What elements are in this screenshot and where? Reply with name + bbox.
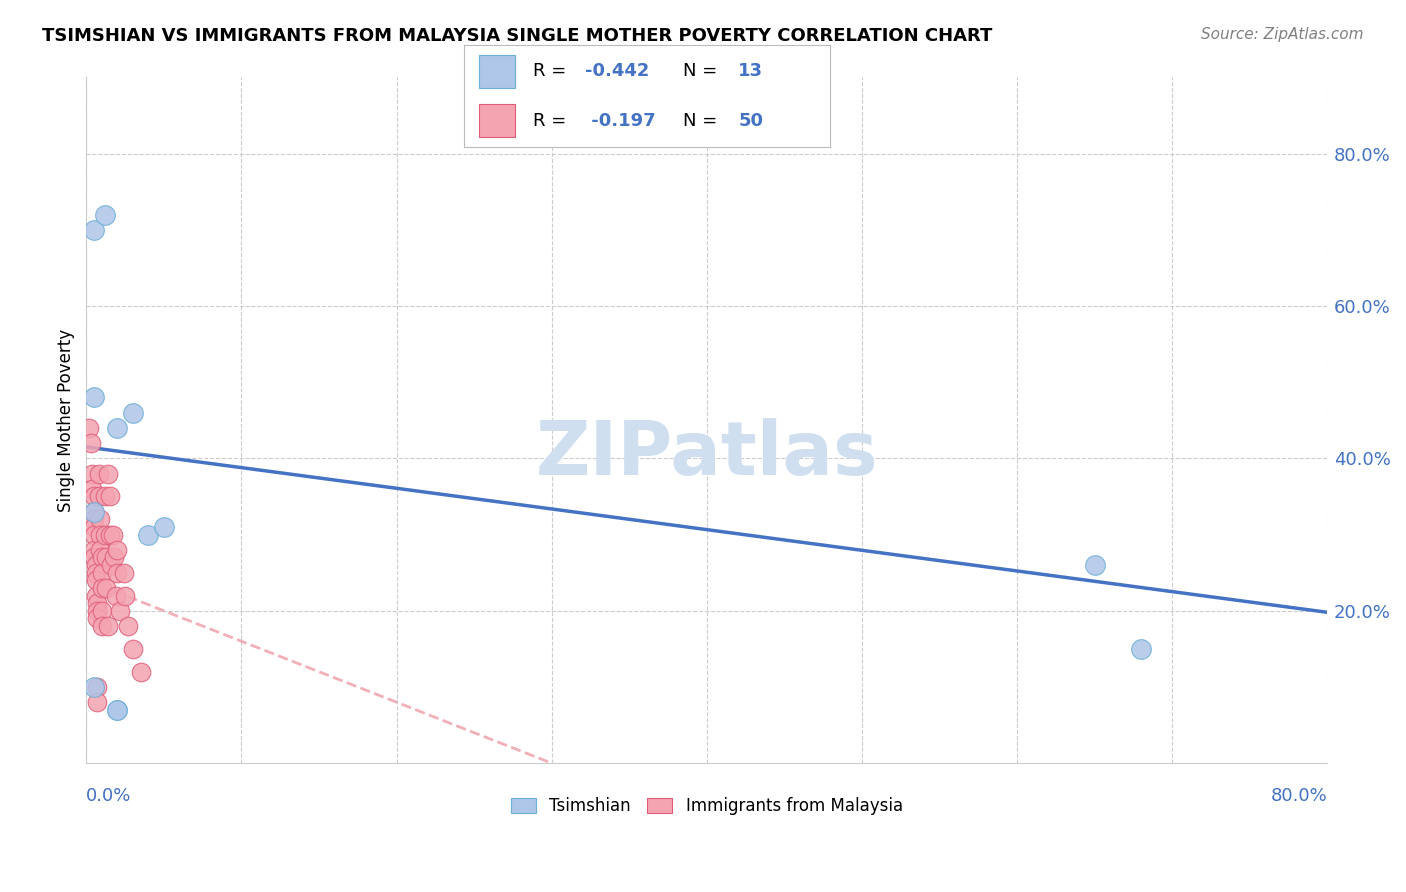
Text: 0.0%: 0.0% <box>86 787 132 805</box>
Point <box>90 604 112 618</box>
Point <box>121 641 143 656</box>
Legend: Tsimshian, Immigrants from Malaysia: Tsimshian, Immigrants from Malaysia <box>502 789 911 823</box>
Text: TSIMSHIAN VS IMMIGRANTS FROM MALAYSIA SINGLE MOTHER POVERTY CORRELATION CHART: TSIMSHIAN VS IMMIGRANTS FROM MALAYSIA SI… <box>42 27 993 45</box>
Point <box>100 558 122 572</box>
Text: R =: R = <box>533 112 572 129</box>
Point <box>89 527 111 541</box>
Point <box>105 703 128 717</box>
Point <box>89 542 111 557</box>
Text: -0.197: -0.197 <box>585 112 655 129</box>
Point <box>138 527 160 541</box>
Point <box>153 520 176 534</box>
Point <box>80 436 103 450</box>
Point <box>83 680 105 694</box>
Point <box>103 550 125 565</box>
Point <box>79 421 101 435</box>
Point <box>84 574 107 588</box>
Point <box>84 558 107 572</box>
Point <box>114 589 136 603</box>
Point <box>90 619 112 633</box>
Text: ZIPatlas: ZIPatlas <box>536 418 879 491</box>
Point <box>97 467 120 481</box>
FancyBboxPatch shape <box>478 55 515 87</box>
Y-axis label: Single Mother Poverty: Single Mother Poverty <box>58 329 75 512</box>
Text: 13: 13 <box>738 62 763 80</box>
Point <box>105 703 128 717</box>
Point <box>98 527 121 541</box>
Point <box>87 490 110 504</box>
Point <box>89 512 111 526</box>
Point <box>83 391 105 405</box>
Point <box>117 619 139 633</box>
Point <box>83 542 105 557</box>
Point <box>94 208 117 222</box>
Text: Source: ZipAtlas.com: Source: ZipAtlas.com <box>1201 27 1364 42</box>
Point <box>90 581 112 595</box>
Text: -0.442: -0.442 <box>585 62 650 80</box>
Point <box>83 520 105 534</box>
Point <box>86 596 108 610</box>
Point <box>96 581 118 595</box>
Point <box>101 527 124 541</box>
Text: 50: 50 <box>738 112 763 129</box>
Point <box>1130 641 1153 656</box>
Point <box>97 619 120 633</box>
Point <box>110 604 132 618</box>
Point <box>83 512 105 526</box>
Text: N =: N = <box>683 62 723 80</box>
Point <box>96 550 118 565</box>
Point <box>121 406 143 420</box>
Point <box>86 611 108 625</box>
Point <box>86 695 108 709</box>
Point <box>90 550 112 565</box>
Point <box>83 505 105 519</box>
Point <box>87 467 110 481</box>
Text: N =: N = <box>683 112 723 129</box>
Point <box>112 566 135 580</box>
Point <box>84 589 107 603</box>
Point <box>82 482 104 496</box>
Point <box>1083 558 1105 572</box>
Point <box>83 490 105 504</box>
Point <box>86 604 108 618</box>
Point <box>90 566 112 580</box>
Point <box>83 223 105 237</box>
Text: 80.0%: 80.0% <box>1271 787 1327 805</box>
Point <box>82 467 104 481</box>
Point <box>105 566 128 580</box>
Point <box>104 589 127 603</box>
Text: R =: R = <box>533 62 572 80</box>
Point <box>105 542 128 557</box>
Point <box>129 665 152 679</box>
Point <box>83 550 105 565</box>
Point <box>84 566 107 580</box>
Point <box>94 527 117 541</box>
Point <box>86 680 108 694</box>
Point <box>83 527 105 541</box>
Point <box>98 490 121 504</box>
Point <box>105 421 128 435</box>
Point <box>83 505 105 519</box>
Point <box>94 490 117 504</box>
FancyBboxPatch shape <box>478 104 515 137</box>
